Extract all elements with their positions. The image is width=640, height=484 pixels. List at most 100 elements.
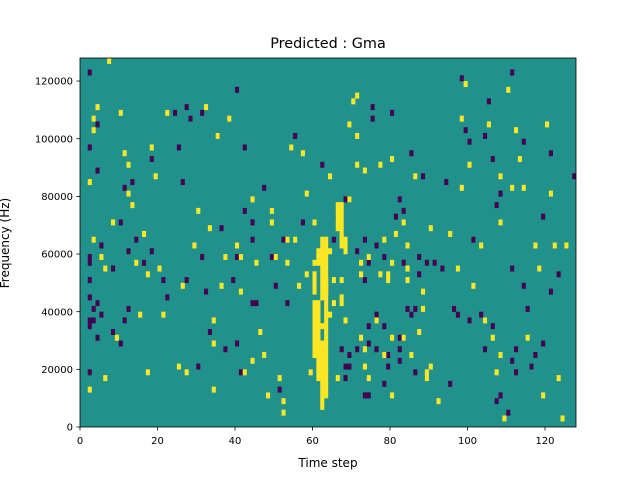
- heatmap-cell-low: [494, 398, 499, 405]
- heatmap-cell-high: [235, 242, 240, 249]
- heatmap-cell-low: [347, 363, 352, 370]
- heatmap-cell-high: [424, 375, 429, 382]
- heatmap-cell-low: [331, 236, 336, 243]
- heatmap-cell-low: [572, 173, 577, 180]
- heatmap-cell-high: [390, 334, 395, 341]
- heatmap-cell-low: [382, 380, 387, 387]
- heatmap-cell-low: [87, 69, 92, 76]
- heatmap-cell-high: [254, 259, 259, 266]
- heatmap-cell-high: [250, 357, 255, 364]
- heatmap-cell-high: [548, 190, 553, 197]
- y-tick-label: 40000: [41, 307, 73, 318]
- heatmap-cell-high: [184, 369, 189, 376]
- heatmap-cell-high: [281, 398, 286, 405]
- heatmap-cell-low: [149, 156, 154, 162]
- heatmap-cell-high: [145, 369, 150, 376]
- heatmap-cell-low: [122, 317, 127, 324]
- heatmap-cell-high: [424, 369, 429, 376]
- heatmap-cell-high: [409, 352, 414, 359]
- heatmap-cell-low: [204, 288, 209, 295]
- heatmap-cell-high: [328, 173, 333, 180]
- heatmap-cell-high: [111, 219, 116, 226]
- heatmap-cell-high: [227, 115, 232, 122]
- heatmap-cell-low: [370, 115, 375, 122]
- y-tick-label: 20000: [41, 365, 73, 376]
- plot-frame: [79, 57, 577, 428]
- heatmap-cell-low: [347, 352, 352, 359]
- heatmap-cell-low: [479, 311, 484, 318]
- heatmap-cell-low: [126, 305, 131, 312]
- heatmap-cell-low: [250, 219, 255, 226]
- heatmap-cell-high: [122, 150, 127, 157]
- heatmap-cell-low: [397, 346, 402, 353]
- heatmap-cell-low: [486, 98, 491, 105]
- heatmap-cell-low: [242, 207, 247, 214]
- heatmap-cell-high: [207, 225, 212, 232]
- heatmap-cell-high: [180, 282, 185, 289]
- heatmap-cell-high: [514, 127, 519, 134]
- heatmap-cell-low: [300, 219, 305, 226]
- heatmap-cell-low: [417, 271, 422, 278]
- heatmap-cell-high: [448, 230, 453, 237]
- heatmap-cell-high: [405, 277, 410, 284]
- heatmap-cell-low: [165, 294, 170, 301]
- heatmap-cell-low: [242, 144, 247, 151]
- heatmap-block-high: [343, 236, 348, 255]
- heatmap-cell-low: [184, 104, 189, 111]
- heatmap-cell-low: [529, 363, 534, 370]
- heatmap-cell-high: [463, 81, 468, 88]
- heatmap-cell-high: [359, 259, 364, 266]
- x-tick-label: 100: [458, 436, 477, 447]
- heatmap-cell-high: [355, 161, 360, 168]
- heatmap-cell-low: [343, 363, 348, 370]
- heatmap-cell-low: [250, 236, 255, 243]
- heatmap-block-high: [339, 202, 344, 249]
- heatmap-cell-low: [281, 236, 286, 243]
- heatmap-cell-high: [517, 156, 522, 162]
- heatmap-cell-high: [250, 196, 255, 203]
- heatmap-cell-low: [250, 300, 255, 307]
- heatmap-cell-high: [331, 277, 336, 284]
- heatmap-cell-high: [258, 328, 263, 335]
- heatmap-cell-low: [277, 386, 282, 393]
- heatmap-cell-high: [91, 236, 96, 243]
- x-tick-label: 40: [229, 436, 242, 447]
- heatmap-cell-high: [525, 334, 530, 341]
- heatmap-cell-low: [556, 271, 561, 278]
- heatmap-cell-low: [87, 277, 92, 284]
- heatmap-cell-high: [498, 352, 503, 359]
- heatmap-cell-high: [262, 352, 267, 359]
- heatmap-cell-high: [510, 184, 515, 191]
- heatmap-cell-high: [413, 173, 418, 180]
- heatmap-cell-high: [192, 242, 197, 249]
- heatmap-cell-high: [479, 242, 484, 249]
- heatmap-cell-low: [87, 323, 92, 330]
- heatmap-cell-low: [285, 300, 290, 307]
- heatmap-cell-high: [219, 282, 224, 289]
- heatmap-cell-low: [471, 236, 476, 243]
- heatmap-cell-high: [328, 311, 333, 318]
- heatmap-cell-high: [145, 271, 150, 278]
- heatmap-cell-high: [91, 127, 96, 134]
- heatmap-cell-high: [436, 398, 441, 405]
- heatmap-cell-low: [455, 311, 460, 318]
- heatmap-cell-high: [91, 115, 96, 122]
- heatmap-cell-low: [184, 277, 189, 284]
- heatmap-cell-high: [312, 259, 317, 266]
- heatmap-cell-high: [343, 317, 348, 324]
- heatmap-cell-low: [343, 375, 348, 382]
- heatmap-cell-high: [331, 300, 336, 307]
- heatmap-cell-low: [134, 236, 139, 243]
- heatmap-cell-high: [95, 104, 100, 111]
- heatmap-cell-high: [459, 184, 464, 191]
- heatmap-cell-low: [370, 104, 375, 111]
- heatmap-cell-high: [428, 363, 433, 370]
- heatmap-cell-high: [564, 242, 569, 249]
- heatmap-cell-low: [87, 369, 92, 376]
- heatmap-cell-high: [560, 415, 565, 422]
- heatmap-cell-low: [339, 346, 344, 353]
- heatmap-cell-low: [362, 277, 367, 284]
- x-tick-label: 20: [151, 436, 164, 447]
- heatmap-cell-high: [142, 230, 147, 237]
- heatmap-cell-low: [393, 213, 398, 220]
